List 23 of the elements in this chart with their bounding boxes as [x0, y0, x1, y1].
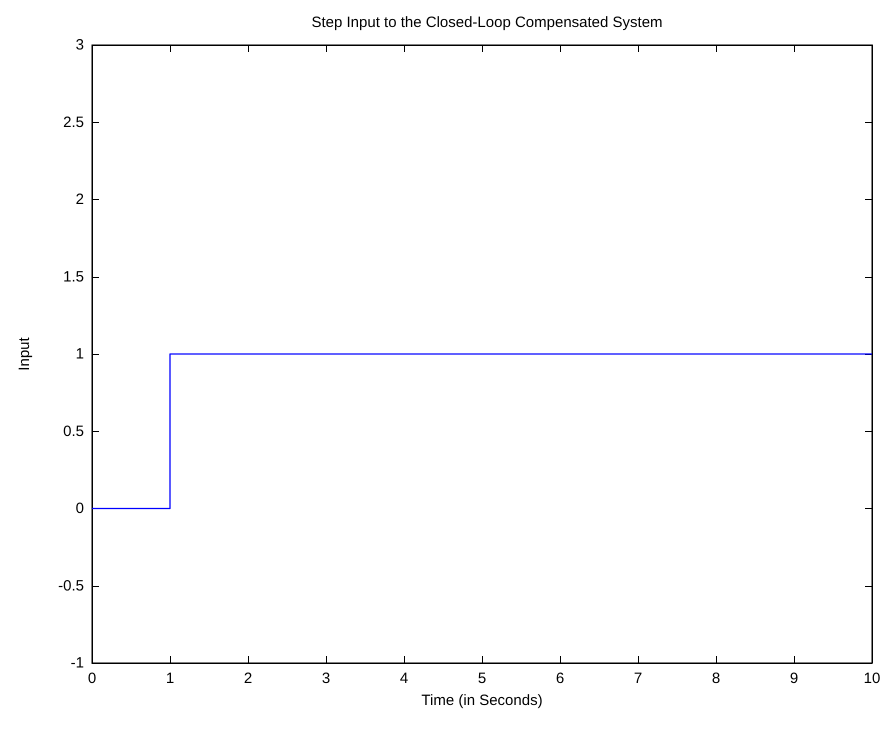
y-tick-label: 3 — [76, 36, 84, 54]
chart-title: Step Input to the Closed-Loop Compensated System — [311, 14, 663, 31]
x-tick-label: 2 — [244, 670, 252, 687]
x-tick-label: 10 — [864, 670, 880, 687]
x-tick-label: 7 — [634, 670, 642, 687]
y-axis-title: Input — [16, 336, 33, 371]
x-tick-label: 5 — [478, 670, 486, 687]
x-tick-label: 6 — [556, 670, 564, 687]
x-tick-label: 8 — [712, 670, 720, 687]
x-axis-title: Time (in Seconds) — [421, 692, 543, 709]
y-tick-label: 2.5 — [63, 114, 84, 131]
x-tick-label: 3 — [322, 670, 330, 687]
x-tick-label: 0 — [88, 670, 96, 687]
x-tick-label: 1 — [166, 670, 174, 687]
y-tick-label: 1.5 — [63, 268, 84, 286]
x-tick-label: 9 — [790, 670, 798, 687]
y-tick-label: 0 — [76, 500, 84, 517]
x-tick-label: 4 — [400, 670, 408, 687]
y-tick-label: 0.5 — [63, 422, 84, 440]
y-tick-label: -1 — [70, 654, 84, 672]
y-tick-label: -0.5 — [58, 577, 84, 594]
y-tick-label: 2 — [76, 191, 84, 208]
y-tick-label: 1 — [76, 346, 84, 362]
